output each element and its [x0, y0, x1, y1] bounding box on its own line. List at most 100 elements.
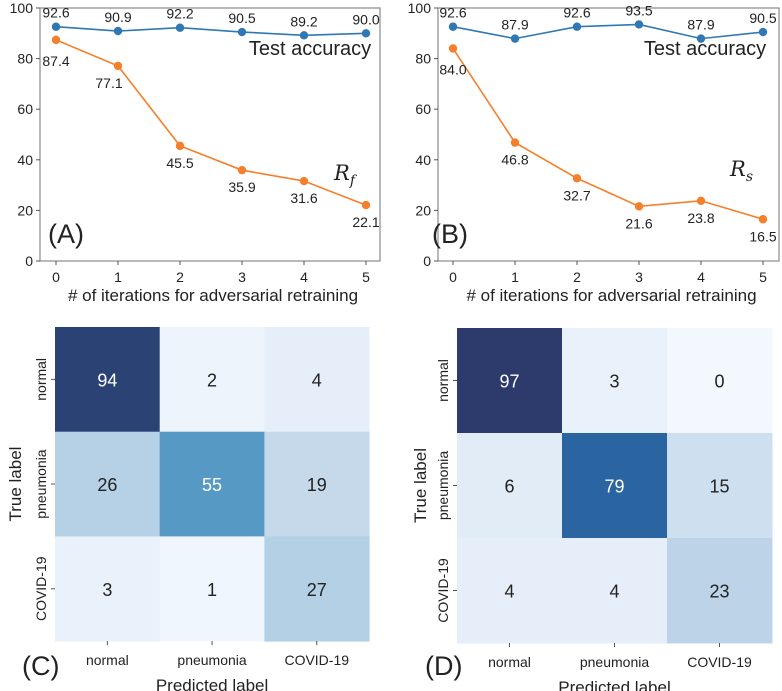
series-annotation-robustness: Rf: [333, 161, 358, 189]
data-label: 32.7: [563, 187, 590, 203]
data-point: [696, 196, 706, 205]
data-point: [237, 27, 247, 37]
data-label: 90.5: [749, 10, 776, 26]
heatmap-cell: [457, 433, 563, 539]
data-label: 84.0: [439, 61, 466, 77]
data-point: [299, 31, 309, 40]
heatmap-cell: [264, 536, 370, 642]
data-point: [113, 61, 123, 71]
panel-label: (D): [425, 651, 462, 681]
line-chart-a: 0 20 40 60 80 100 0 1 2 3 4 5# of iterations for ad…: [10, 0, 381, 305]
data-label: 90.5: [228, 10, 255, 26]
data-point: [758, 215, 768, 224]
y-tick-label: 20: [415, 202, 431, 218]
series-annotation-robustness: Rs: [729, 157, 753, 185]
data-label: 89.2: [290, 13, 317, 29]
data-label: 45.5: [166, 155, 193, 171]
data-point: [51, 35, 61, 45]
y-tick-label: 0: [25, 253, 33, 269]
cell-value: 2: [207, 370, 217, 390]
heatmap-cell: [55, 327, 161, 433]
data-label: 22.1: [352, 214, 379, 230]
heatmap-cell: [159, 327, 265, 433]
series-line-test-accuracy: [55, 25, 367, 37]
line-chart-b: 0 20 40 60 80 100 0 1 2 3 4 5# of iterations for ad…: [408, 0, 780, 305]
data-point: [510, 138, 520, 147]
series-annotation-test-accuracy: Test accuracy: [644, 38, 766, 60]
x-tick-label: 5: [759, 269, 767, 285]
x-axis-title: Predicted label: [156, 676, 268, 691]
cell-value: 19: [307, 475, 327, 495]
series-line-robustness: [452, 48, 764, 221]
data-label: 90.9: [104, 9, 131, 25]
data-point: [237, 165, 247, 175]
heatmap-cell: [667, 538, 773, 644]
data-point: [175, 23, 185, 32]
data-point: [572, 174, 582, 183]
data-label: 93.5: [625, 2, 652, 18]
data-point: [634, 202, 644, 211]
data-point: [696, 34, 706, 43]
series-line-test-accuracy: [452, 23, 764, 40]
heatmap-cell: [562, 433, 668, 539]
y-axis-title: True label: [6, 447, 25, 522]
data-label: 92.6: [439, 5, 466, 21]
x-tick-label: 5: [362, 269, 370, 285]
cell-value: 27: [307, 580, 327, 600]
cell-value: 6: [504, 477, 514, 497]
data-label: 92.6: [42, 5, 69, 21]
cell-value: 55: [202, 475, 222, 495]
heatmap-cell: [667, 328, 773, 434]
series-annotation-test-accuracy: Test accuracy: [249, 38, 371, 60]
data-point: [51, 22, 61, 31]
plot-frame: [437, 7, 780, 262]
x-tick-label: 1: [511, 269, 519, 285]
x-axis-title: # of iterations for adversarial retraini…: [68, 286, 358, 305]
data-point: [634, 20, 644, 29]
y-tick-label: 0: [423, 253, 431, 269]
plot-frame: [39, 7, 381, 262]
x-tick-label: 2: [573, 269, 581, 285]
data-label: 92.6: [563, 5, 590, 21]
y-tick-label: pneumonia: [435, 451, 451, 520]
y-tick-label: 60: [415, 101, 431, 117]
data-point: [572, 22, 582, 31]
x-tick-label: 3: [635, 269, 643, 285]
data-label: 16.5: [749, 228, 776, 244]
data-point: [758, 27, 768, 37]
data-label: 87.9: [687, 17, 714, 33]
panel-label: (A): [48, 219, 84, 249]
data-label: 35.9: [228, 179, 255, 195]
data-point: [361, 200, 371, 210]
y-tick-label: 80: [17, 51, 33, 67]
data-label: 87.9: [501, 17, 528, 33]
y-tick-label: 60: [17, 101, 33, 117]
data-point: [175, 141, 185, 151]
y-tick-label: 80: [415, 51, 431, 67]
x-tick-label: 2: [176, 269, 184, 285]
heatmap-cell: [264, 431, 370, 537]
x-tick-label: 1: [114, 269, 122, 285]
x-tick-label: COVID-19: [284, 652, 349, 668]
cell-value: 97: [499, 372, 519, 392]
panel-label: (B): [432, 219, 468, 249]
data-label: 46.8: [501, 152, 528, 168]
x-tick-label: pneumonia: [177, 652, 246, 668]
x-tick-label: 4: [697, 269, 705, 285]
x-tick-label: normal: [86, 652, 129, 668]
heatmap-cell: [562, 328, 668, 434]
data-label: 77.1: [95, 75, 122, 91]
heatmap-cell: [55, 431, 161, 537]
y-tick-label: 40: [415, 152, 431, 168]
cell-value: 26: [97, 475, 117, 495]
heatmap-cell: [457, 328, 563, 434]
data-label: 21.6: [625, 215, 652, 231]
confusion-matrix-c: 94 2 4 26 55 19 3 1 27 normal pneumonia COVID-19 nor…: [6, 327, 370, 691]
data-label: 23.8: [687, 210, 714, 226]
data-label: 92.2: [166, 6, 193, 22]
cell-value: 1: [207, 580, 217, 600]
data-label: 31.6: [290, 190, 317, 206]
y-tick-label: 100: [408, 0, 432, 16]
y-tick-label: normal: [33, 358, 49, 401]
